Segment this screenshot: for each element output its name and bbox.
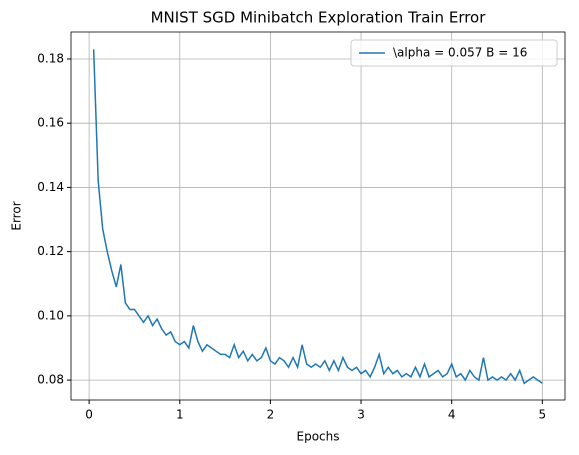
y-tick-label: 0.18 (37, 51, 64, 65)
legend-box (350, 39, 558, 67)
y-tick-label: 0.16 (37, 116, 64, 130)
y-tick-label: 0.12 (37, 244, 64, 258)
x-tick-label: 2 (267, 408, 275, 422)
x-axis-label: Epochs (297, 430, 340, 444)
x-tick-label: 1 (176, 408, 184, 422)
line-series (92, 49, 543, 385)
chart-title: MNIST SGD Minibatch Exploration Train Er… (151, 9, 487, 27)
x-tick-label: 5 (539, 408, 547, 422)
legend-label: \alpha = 0.057 B = 16 (393, 46, 527, 60)
x-tick-label: 3 (357, 408, 365, 422)
x-tick-label: 0 (85, 408, 93, 422)
y-tick-label: 0.08 (37, 373, 64, 387)
y-tick-label: 0.10 (37, 308, 64, 322)
y-tick-label: 0.14 (37, 180, 64, 194)
y-axis-label: Error (10, 201, 24, 230)
plot-frame (70, 31, 566, 401)
x-tick-label: 4 (448, 408, 456, 422)
